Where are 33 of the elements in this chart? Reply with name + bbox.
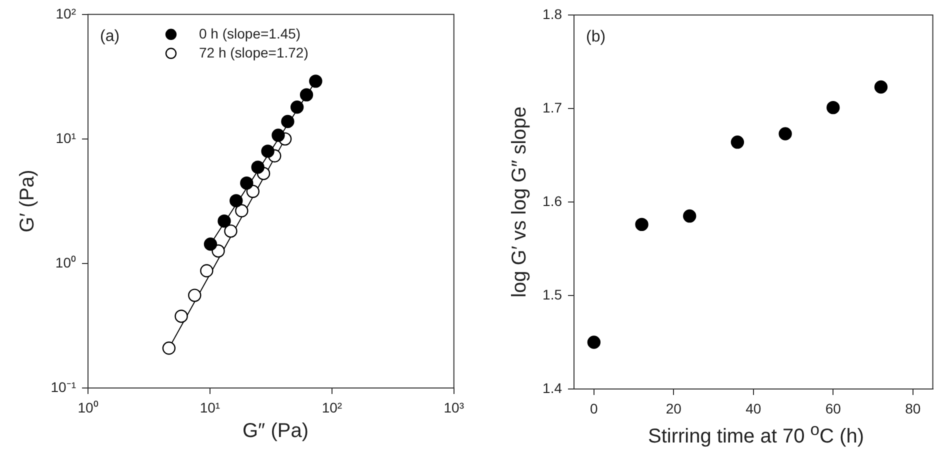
point <box>778 127 792 140</box>
x-tick-label: 80 <box>905 400 921 416</box>
y-axis-title: log G′ vs log G″ slope <box>508 106 532 298</box>
x-tick-label: 10¹ <box>200 399 220 416</box>
x-tick-label: 60 <box>825 400 842 416</box>
x-tick-label: 10² <box>322 399 342 416</box>
point <box>826 100 840 114</box>
y-tick-label: 10² <box>56 5 76 22</box>
y-tick-label: 10⁰ <box>55 254 76 270</box>
annotation: (b) <box>586 28 606 46</box>
y-axis-title: G′ (Pa) <box>16 170 40 232</box>
x-axis-title: G″ (Pa) <box>242 420 310 443</box>
y-tick-label: 10⁻¹ <box>50 378 76 395</box>
y-tick-label: 1.4 <box>542 380 562 396</box>
point <box>683 209 696 223</box>
y-tick-label: 1.8 <box>542 6 562 22</box>
y-tick-label: 10¹ <box>56 130 76 146</box>
point <box>730 136 744 149</box>
x-tick-label: 40 <box>746 400 762 416</box>
x-tick-label: 10³ <box>444 399 464 416</box>
legend-label: 72 h (slope=1.72) <box>199 44 308 60</box>
y-tick-label: 1.5 <box>542 286 562 302</box>
legend-label: 0 h (slope=1.45) <box>199 25 301 42</box>
y-tick-label: 1.7 <box>542 99 562 116</box>
x-tick-label: 20 <box>666 400 682 416</box>
point <box>635 218 648 232</box>
point <box>587 336 601 349</box>
x-tick-label: 0 <box>590 400 598 416</box>
annotation: (a) <box>100 28 120 45</box>
x-tick-label: 10⁰ <box>78 399 98 416</box>
y-tick-label: 1.6 <box>542 192 562 209</box>
point <box>874 80 888 94</box>
x-axis-title: Stirring time at 70 $^{o}$C (h) <box>646 420 865 449</box>
